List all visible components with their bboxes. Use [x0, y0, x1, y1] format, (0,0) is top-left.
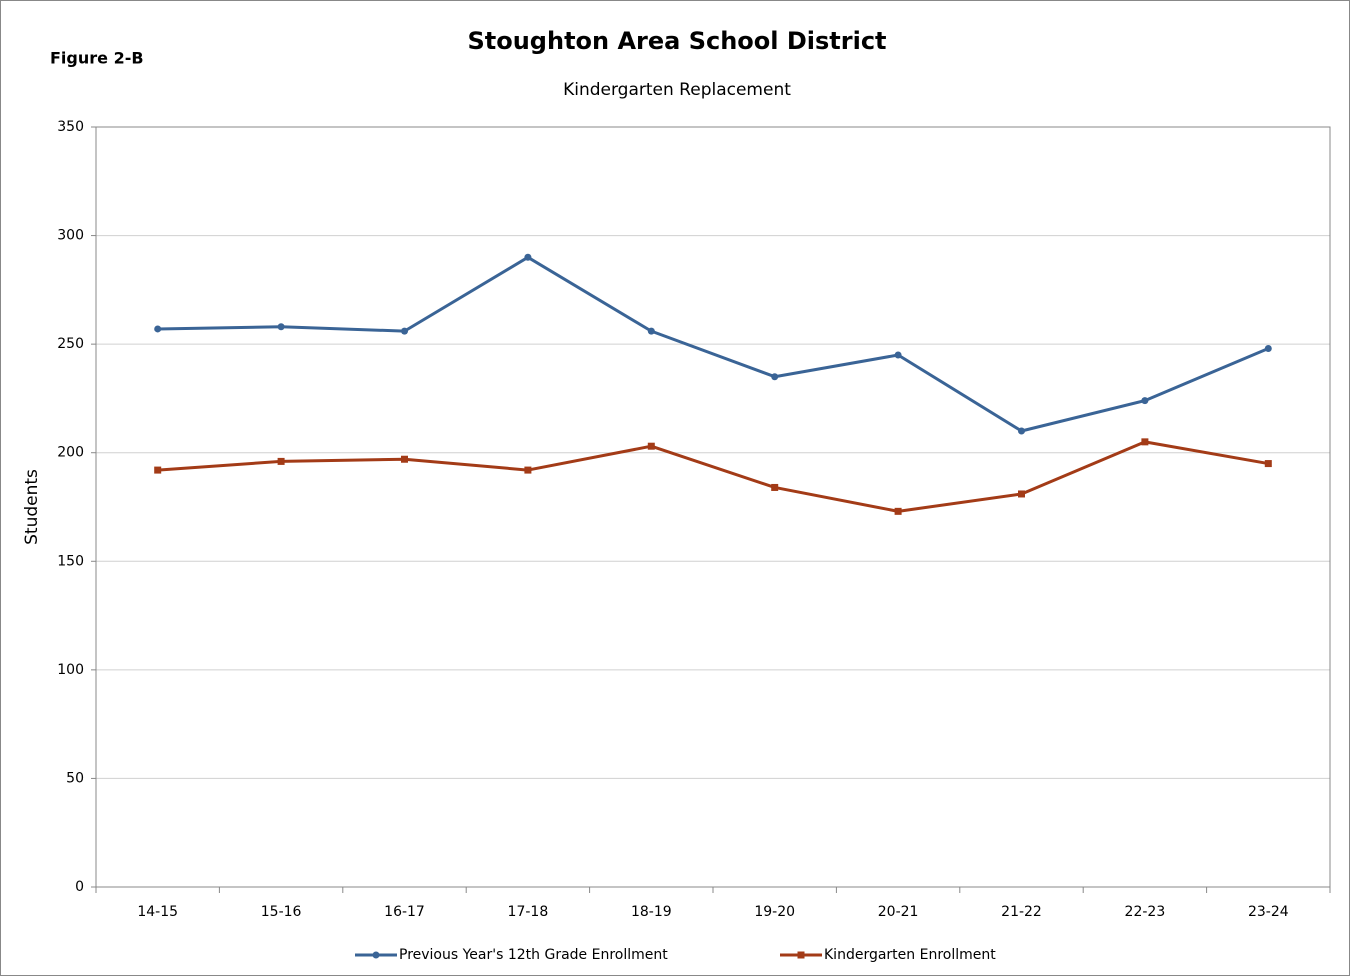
marker [277, 323, 285, 331]
x-tick-label: 15-16 [261, 904, 302, 920]
chart-title: Stoughton Area School District [467, 27, 886, 55]
marker [771, 373, 779, 381]
marker [154, 325, 162, 333]
marker [401, 327, 408, 335]
legend-label: Kindergarten Enrollment [824, 947, 996, 963]
y-tick-label: 100 [57, 662, 84, 678]
x-tick-label: 22-23 [1125, 904, 1166, 920]
y-tick-label: 150 [57, 553, 84, 569]
x-tick-label: 17-18 [508, 904, 549, 920]
marker [154, 466, 162, 474]
y-tick-label: 50 [66, 770, 84, 786]
y-tick-label: 300 [57, 228, 84, 244]
marker [647, 442, 655, 450]
x-tick-label: 14-15 [137, 904, 178, 920]
y-tick-label: 250 [57, 336, 84, 352]
marker [771, 483, 779, 491]
marker [894, 507, 902, 515]
marker [647, 327, 655, 335]
legend-label: Previous Year's 12th Grade Enrollment [399, 947, 668, 963]
x-tick-label: 18-19 [631, 904, 672, 920]
marker [1264, 344, 1272, 352]
chart-subtitle: Kindergarten Replacement [563, 80, 791, 100]
marker [277, 457, 285, 465]
marker [797, 951, 805, 959]
marker [1141, 397, 1149, 405]
x-tick-label: 19-20 [754, 904, 795, 920]
series-line [157, 440, 1269, 513]
y-tick-label: 0 [75, 879, 84, 895]
x-tick-label: 20-21 [878, 904, 919, 920]
marker [1018, 427, 1025, 435]
marker [524, 253, 532, 261]
y-axis-label: Students [22, 469, 42, 545]
marker [372, 951, 380, 959]
x-tick-label: 21-22 [1001, 904, 1042, 920]
figure-label: Figure 2-B [50, 49, 144, 68]
y-tick-label: 350 [57, 119, 84, 135]
series-line [157, 255, 1269, 433]
marker [524, 466, 532, 474]
marker [1018, 490, 1025, 498]
marker [894, 351, 902, 359]
y-tick-label: 200 [57, 445, 84, 461]
marker [1264, 460, 1272, 468]
marker [1141, 438, 1149, 446]
x-tick-label: 23-24 [1248, 904, 1289, 920]
marker [401, 455, 408, 463]
x-tick-label: 16-17 [384, 904, 425, 920]
